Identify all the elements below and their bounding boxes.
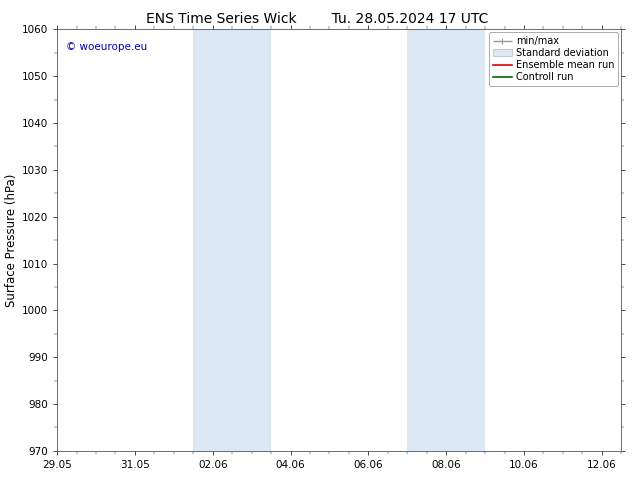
Legend: min/max, Standard deviation, Ensemble mean run, Controll run: min/max, Standard deviation, Ensemble me… <box>489 32 618 86</box>
Y-axis label: Surface Pressure (hPa): Surface Pressure (hPa) <box>4 173 18 307</box>
Bar <box>446 29 485 451</box>
Bar <box>232 29 271 451</box>
Text: ENS Time Series Wick        Tu. 28.05.2024 17 UTC: ENS Time Series Wick Tu. 28.05.2024 17 U… <box>146 12 488 26</box>
Bar <box>407 29 446 451</box>
Text: © woeurope.eu: © woeurope.eu <box>65 42 147 52</box>
Bar <box>193 29 232 451</box>
